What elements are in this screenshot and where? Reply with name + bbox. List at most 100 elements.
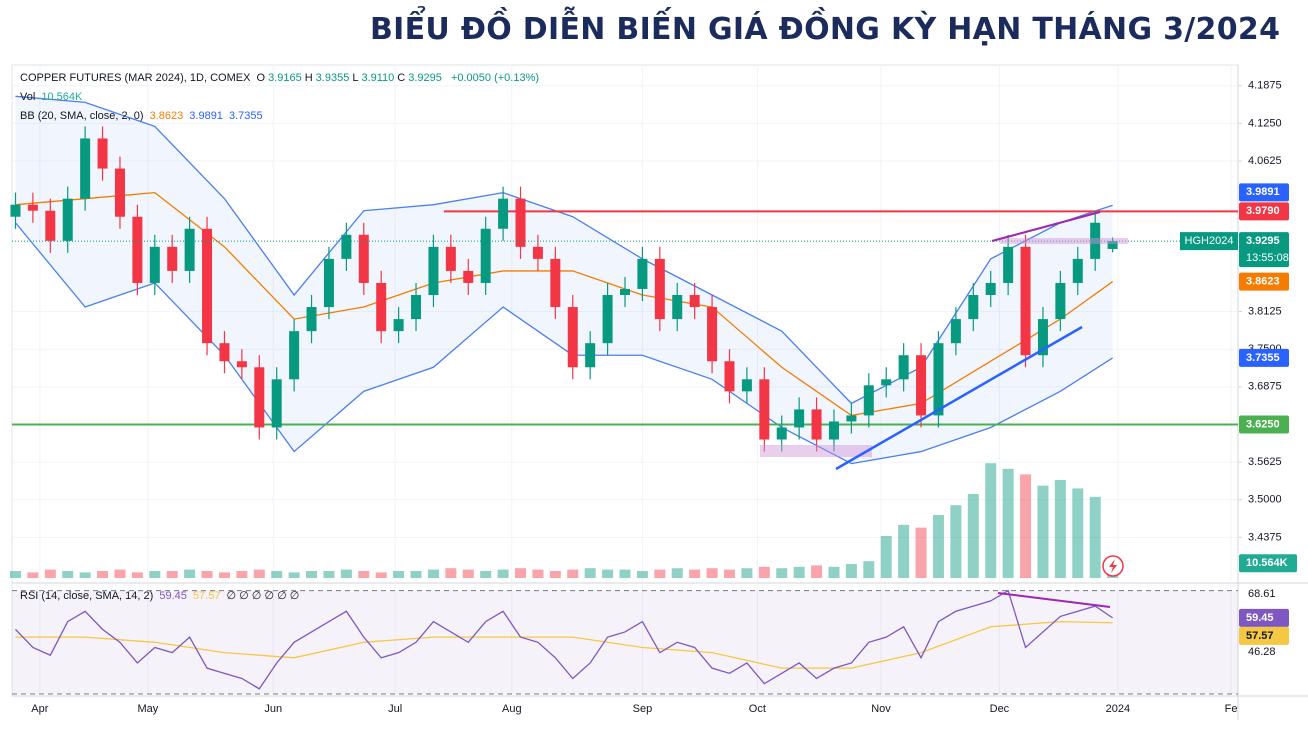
candle-body	[80, 138, 91, 199]
ohlc-value: 3.9110	[361, 72, 395, 84]
rsi-name: RSI (14, close, SMA, 14, 2)	[20, 590, 154, 602]
candle-body	[236, 361, 247, 368]
volume-bar	[602, 569, 614, 578]
volume-bar	[689, 569, 701, 578]
candle-body	[585, 343, 596, 368]
bb-middle	[15, 191, 1113, 417]
ohlc-key: O	[256, 72, 266, 84]
bb-upper	[15, 95, 1113, 405]
rsi-badge-label: 59.45	[1246, 612, 1274, 624]
resistance-zone	[1000, 238, 1128, 244]
volume-bar	[880, 536, 892, 578]
candle-body	[620, 288, 630, 296]
candle-body	[881, 379, 892, 386]
y-tick-label: 4.0625	[1248, 155, 1282, 167]
volume-bar	[932, 515, 944, 578]
volume-bar	[44, 569, 56, 578]
symbol-tag-bg	[1180, 232, 1238, 251]
candle-body	[741, 379, 752, 392]
x-tick-label: Jun	[264, 703, 282, 715]
candle-body	[898, 355, 909, 380]
volume-bar	[567, 569, 579, 578]
candle-body	[1107, 241, 1118, 249]
volume-bar	[9, 571, 21, 578]
volume-badge-label: 10.564K	[1246, 557, 1288, 569]
y-tick-label: 4.1250	[1248, 117, 1282, 129]
x-tick-label: Dec	[990, 703, 1010, 715]
volume-bar	[950, 505, 962, 578]
volume-bar	[288, 572, 300, 578]
rsi-flags: ∅ ∅ ∅ ∅ ∅ ∅	[226, 590, 300, 602]
rsi-value: 57.57	[192, 590, 221, 602]
x-tick-label: Oct	[749, 703, 766, 715]
candle-body	[794, 409, 805, 428]
candle-body	[776, 427, 787, 440]
volume-bar	[271, 571, 283, 578]
volume-value: 10.564K	[41, 91, 83, 103]
candle-body	[567, 307, 578, 368]
volume-bar	[828, 566, 840, 578]
candle-body	[219, 343, 230, 362]
rsi-line	[15, 589, 1113, 690]
legend-row: BB (20, SMA, close, 2, 0) 3.8623 3.9891 …	[20, 110, 266, 122]
change: +0.0050 (+0.13%)	[450, 72, 540, 84]
volume-name: Vol	[20, 91, 36, 103]
trend-line	[835, 325, 1083, 471]
candle-body	[289, 331, 300, 380]
volume-bar	[706, 568, 718, 578]
y-tick-label: 4.1875	[1248, 80, 1282, 92]
legend-row: COPPER FUTURES (MAR 2024), 1D, COMEX O 3.…	[20, 72, 542, 84]
volume-bar	[358, 571, 370, 578]
candle-body	[968, 295, 979, 320]
candle-body	[1020, 246, 1031, 356]
bb-value: 3.9891	[189, 110, 223, 122]
volume-bar	[27, 572, 39, 578]
x-tick-label: Aug	[502, 703, 522, 715]
candle-body	[445, 246, 456, 271]
x-tick-label: Apr	[31, 703, 48, 715]
y-tick-label: 3.5625	[1248, 456, 1282, 468]
candle-body	[393, 319, 404, 332]
price-badge-time: 13:55:08	[1246, 252, 1289, 264]
volume-bar	[758, 566, 770, 578]
candle-body	[498, 198, 509, 229]
rsi-badge	[1239, 608, 1289, 627]
volume-bar	[427, 569, 439, 578]
candle-body	[811, 409, 822, 440]
rsi-ma	[15, 620, 1113, 669]
price-badge-label: 3.6250	[1246, 418, 1280, 430]
price-badge-label: 3.9891	[1246, 186, 1280, 198]
volume-bar	[340, 569, 352, 578]
bb-name: BB (20, SMA, close, 2, 0)	[20, 110, 144, 122]
volume-bar	[636, 571, 648, 578]
rsi-tick-label: 68.61	[1248, 588, 1276, 600]
symbol-tag: HGH2024	[1185, 235, 1234, 247]
chart-title: BIỂU ĐỒ DIỄN BIẾN GIÁ ĐỒNG KỲ HẠN THÁNG …	[370, 12, 1281, 47]
ohlc-key: L	[352, 72, 359, 84]
candle-body	[254, 367, 265, 428]
price-badge	[1239, 232, 1289, 268]
candle-body	[114, 168, 125, 217]
candle-body	[202, 228, 213, 344]
alert-icon-bolt	[1109, 559, 1117, 573]
y-tick-label: 3.4375	[1248, 531, 1282, 543]
ohlc-value: 3.9355	[315, 72, 350, 84]
volume-bar	[1020, 474, 1032, 578]
candle-body	[358, 234, 369, 283]
volume-bar	[62, 571, 74, 578]
candle-body	[463, 270, 474, 283]
volume-bar	[410, 571, 422, 578]
candle-body	[532, 246, 543, 259]
candle-body	[654, 258, 665, 320]
ohlc-value: 3.9295	[408, 72, 442, 84]
volume-bar	[1037, 485, 1049, 578]
x-tick-label: Nov	[871, 703, 891, 715]
bb-value: 3.7355	[229, 110, 263, 122]
volume-bar	[236, 571, 248, 578]
candle-body	[707, 307, 718, 362]
legend-row: Vol 10.564K	[20, 91, 85, 103]
candle-body	[428, 246, 439, 296]
candle-body	[411, 295, 422, 320]
rsi-tick-label: 46.28	[1248, 646, 1276, 658]
